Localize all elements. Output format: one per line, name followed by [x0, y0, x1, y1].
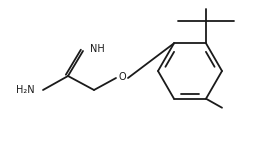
Text: NH: NH — [90, 44, 105, 54]
Text: O: O — [118, 72, 126, 82]
Text: H₂N: H₂N — [16, 85, 35, 95]
